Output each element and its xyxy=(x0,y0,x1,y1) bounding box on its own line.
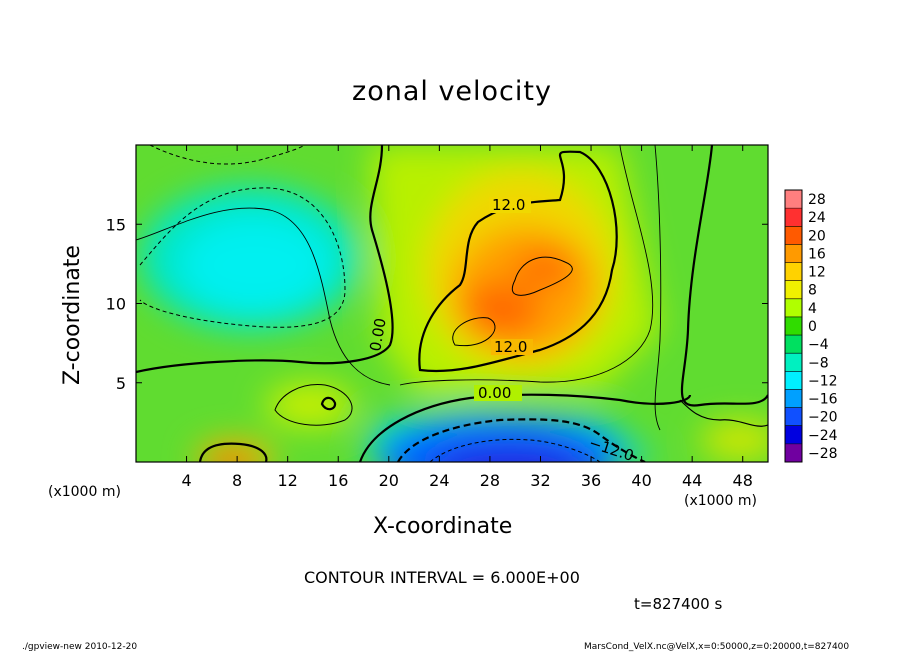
colorbar-label: 20 xyxy=(808,228,826,244)
colorbar-swatch xyxy=(785,190,802,209)
x-tick-label: 20 xyxy=(379,471,399,490)
x-tick-label: 40 xyxy=(631,471,651,490)
field-region-right-yellow xyxy=(700,420,768,460)
colorbar-swatch xyxy=(785,262,802,281)
contour-right-wedge xyxy=(679,399,768,427)
field-region-lower-deepblue xyxy=(435,448,585,462)
contour-thin-six-right xyxy=(654,145,662,431)
colorbar-label: −24 xyxy=(808,428,838,444)
chart-title: zonal velocity xyxy=(352,76,552,107)
colorbar-swatch xyxy=(785,226,802,245)
colorbar-label: −8 xyxy=(808,355,829,371)
field-region-positive-core2 xyxy=(515,250,575,286)
contour-label-zero-vertical: 0.00 xyxy=(366,317,390,353)
colorbar-swatch xyxy=(785,425,802,444)
field-region-negative-core xyxy=(180,217,330,313)
field-region-lower-red xyxy=(207,454,257,462)
contour-zero-right xyxy=(680,145,768,407)
contour-label-12-upper: 12.0 xyxy=(492,196,525,214)
contour-label-bg-2 xyxy=(491,339,533,355)
y-tick-label: 10 xyxy=(106,295,126,314)
colorbar-swatch xyxy=(785,353,802,372)
x-unit-label-left: (x1000 m) xyxy=(48,484,121,500)
colorbar-swatch xyxy=(785,443,802,462)
contour-zero-lower xyxy=(358,393,692,462)
x-unit-label-right: (x1000 m) xyxy=(684,493,757,509)
x-axis-ticks: 4 8 12 16 20 24 28 32 36 40 44 48 xyxy=(181,145,753,490)
contour-dashed-top xyxy=(149,145,306,165)
x-tick-label: 36 xyxy=(581,471,601,490)
colorbar-label: −28 xyxy=(808,446,838,462)
colorbar-label: −20 xyxy=(808,410,838,426)
colorbar-swatch xyxy=(785,335,802,354)
contour-label-bg-1 xyxy=(489,197,531,213)
time-label: t=827400 s xyxy=(634,595,723,613)
y-axis-ticks: 5 10 15 xyxy=(106,215,768,393)
x-tick-label: 48 xyxy=(733,471,753,490)
contour-twelve-positive xyxy=(418,150,618,373)
x-tick-label: 16 xyxy=(328,471,348,490)
x-tick-label: 28 xyxy=(480,471,500,490)
x-tick-label: 8 xyxy=(232,471,242,490)
y-tick-label: 15 xyxy=(106,215,126,234)
contour-dashed-negative-upper xyxy=(139,187,346,328)
x-tick-label: 4 xyxy=(181,471,191,490)
colorbar-label: 12 xyxy=(808,265,826,281)
colorbar-label: −4 xyxy=(808,337,829,353)
field-region-left-yellow xyxy=(265,383,355,427)
x-tick-label: 32 xyxy=(530,471,550,490)
contour-thin-six-left xyxy=(136,207,391,386)
colorbar-swatch xyxy=(785,389,802,408)
contour-dashed-negative-lower xyxy=(397,418,646,462)
x-axis-label: X-coordinate xyxy=(373,514,513,539)
x-tick-label: 44 xyxy=(682,471,702,490)
contour-eighteen-upper xyxy=(512,256,573,296)
colorbar-label: 28 xyxy=(808,192,826,208)
contour-label-bg-3 xyxy=(474,385,522,401)
colorbar-label: 16 xyxy=(808,246,826,262)
contour-label-zero-lower: 0.00 xyxy=(478,384,511,402)
colorbar-label: 0 xyxy=(808,319,817,335)
contour-thin-six xyxy=(399,145,654,386)
colorbar-swatch xyxy=(785,371,802,390)
contour-label-12-lower: 12.0 xyxy=(494,338,527,356)
y-axis-label: Z-coordinate xyxy=(60,245,85,385)
colorbar-swatch xyxy=(785,208,802,227)
contour-left-small xyxy=(274,384,353,426)
colorbar-swatch xyxy=(785,244,802,263)
colorbar-label: −16 xyxy=(808,392,838,408)
colorbar-label: 4 xyxy=(808,301,817,317)
colorbar-label: 24 xyxy=(808,210,826,226)
colorbar-label: 8 xyxy=(808,283,817,299)
colorbar-label: −12 xyxy=(808,373,838,389)
contour-zero-left xyxy=(136,145,394,374)
contour-eighteen xyxy=(452,317,496,347)
footer-right-text: MarsCond_VelX.nc@VelX,x=0:50000,z=0:2000… xyxy=(584,642,850,652)
field-region-lower-blue xyxy=(380,418,620,462)
colorbar: 28 24 20 16 12 8 4 0 −4 −8 −12 −16 −20 −24 −28 xyxy=(784,189,838,463)
contour-small-loop xyxy=(320,396,337,411)
contour-dashed-negative-lower2 xyxy=(429,438,601,462)
contour-interval-text: CONTOUR INTERVAL = 6.000E+00 xyxy=(304,568,580,587)
colorbar-swatch xyxy=(785,316,802,336)
y-tick-label: 5 xyxy=(116,374,126,393)
footer-left-text: ./gpview-new 2010-12-20 xyxy=(22,642,138,652)
colorbar-swatch xyxy=(785,280,802,299)
colorbar-swatch xyxy=(785,407,802,426)
colorbar-swatch xyxy=(785,298,802,317)
contour-left-blob xyxy=(198,442,268,462)
field-region-positive-core xyxy=(460,282,540,338)
x-tick-label: 12 xyxy=(278,471,298,490)
x-tick-label: 24 xyxy=(429,471,449,490)
